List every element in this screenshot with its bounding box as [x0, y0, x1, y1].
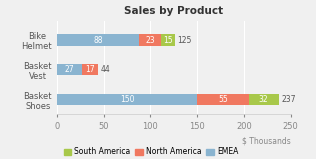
Legend: South America, North America, EMEA: South America, North America, EMEA [61, 144, 241, 159]
Text: 32: 32 [259, 95, 268, 104]
Bar [57, 34, 139, 46]
Bar [197, 94, 249, 105]
Bar [161, 34, 175, 46]
Text: 55: 55 [218, 95, 228, 104]
Bar [57, 94, 197, 105]
X-axis label: $ Thousands: $ Thousands [242, 137, 291, 146]
Text: 88: 88 [93, 35, 103, 45]
Text: 237: 237 [281, 95, 296, 104]
Text: 125: 125 [178, 35, 192, 45]
Text: 23: 23 [145, 35, 155, 45]
Text: 17: 17 [85, 65, 95, 74]
Title: Sales by Product: Sales by Product [124, 6, 223, 16]
Bar [57, 64, 82, 76]
Bar [82, 64, 98, 76]
Text: 27: 27 [65, 65, 74, 74]
Text: 44: 44 [101, 65, 111, 74]
Bar [249, 94, 279, 105]
Text: 150: 150 [120, 95, 134, 104]
Text: 15: 15 [163, 35, 173, 45]
Bar [139, 34, 161, 46]
